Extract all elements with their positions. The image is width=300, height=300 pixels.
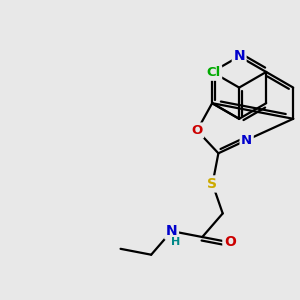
Text: N: N <box>241 134 252 147</box>
Text: S: S <box>208 177 218 191</box>
Text: H: H <box>172 237 181 248</box>
Text: O: O <box>224 235 236 249</box>
Text: N: N <box>166 224 177 238</box>
Text: N: N <box>233 50 245 63</box>
Text: Cl: Cl <box>206 66 220 79</box>
Text: O: O <box>191 124 203 137</box>
